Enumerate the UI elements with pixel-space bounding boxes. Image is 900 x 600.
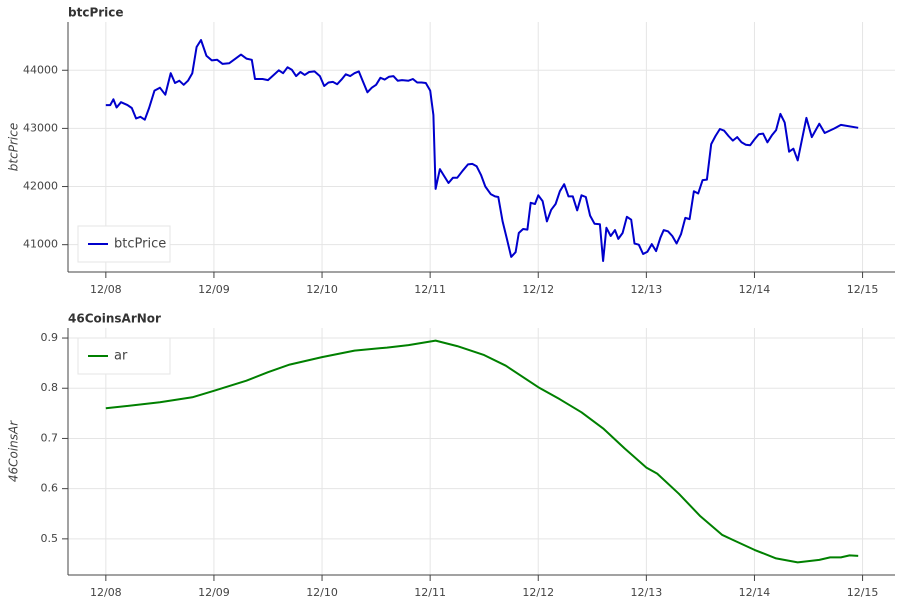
x-tick-label: 12/13 [631,283,663,296]
x-tick-label: 12/13 [631,586,663,599]
x-tick-label: 12/14 [739,586,771,599]
x-tick-label: 12/11 [414,283,446,296]
chart-title: 46CoinsArNor [68,312,161,326]
y-tick-label: 0.8 [41,381,59,394]
x-tick-label: 12/15 [847,586,879,599]
y-tick-label: 0.6 [41,482,59,495]
x-tick-label: 12/10 [306,586,338,599]
y-tick-label: 44000 [23,63,58,76]
y-axis-label: btcPrice [7,123,21,171]
x-tick-label: 12/10 [306,283,338,296]
series-line [105,339,859,564]
x-tick-label: 12/09 [198,283,230,296]
legend-label: ar [114,349,128,364]
series-line [105,39,859,262]
x-tick-label: 12/08 [90,586,122,599]
x-tick-label: 12/08 [90,283,122,296]
y-tick-label: 0.9 [41,331,59,344]
legend-label: btcPrice [114,237,166,252]
y-tick-label: 43000 [23,121,58,134]
x-tick-label: 12/12 [522,283,554,296]
y-axis-label: 46CoinsAr [7,420,21,482]
x-tick-label: 12/12 [522,586,554,599]
x-tick-label: 12/09 [198,586,230,599]
x-tick-label: 12/15 [847,283,879,296]
y-tick-label: 0.7 [41,431,59,444]
y-tick-label: 41000 [23,238,58,251]
chart-title: btcPrice [68,6,124,20]
x-tick-label: 12/11 [414,586,446,599]
y-tick-label: 42000 [23,180,58,193]
y-tick-label: 0.5 [41,532,59,545]
x-tick-label: 12/14 [739,283,771,296]
